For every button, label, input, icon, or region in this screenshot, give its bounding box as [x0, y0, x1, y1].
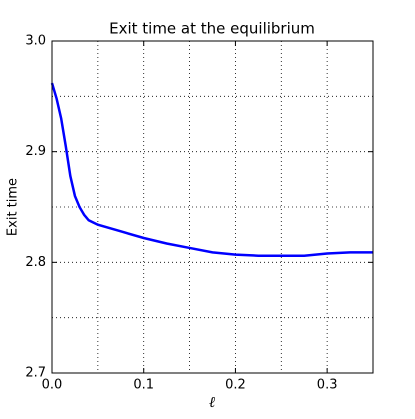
y-tick-label: 2.8: [25, 255, 46, 270]
y-axis-label: Exit time: [6, 178, 21, 236]
y-tick-label: 2.7: [25, 366, 46, 381]
chart-title: Exit time at the equilibrium: [109, 20, 315, 38]
x-axis-label: ℓ: [209, 393, 215, 411]
y-tick-label: 2.9: [25, 144, 46, 159]
x-tick-label: 0.3: [317, 378, 338, 393]
data-line: [50, 82, 373, 257]
y-tick-label: 3.0: [25, 34, 46, 49]
plot-frame: [51, 40, 374, 374]
x-tick-label: 0.0: [42, 378, 63, 393]
x-tick-label: 0.1: [133, 378, 154, 393]
x-tick-label: 0.2: [225, 378, 246, 393]
